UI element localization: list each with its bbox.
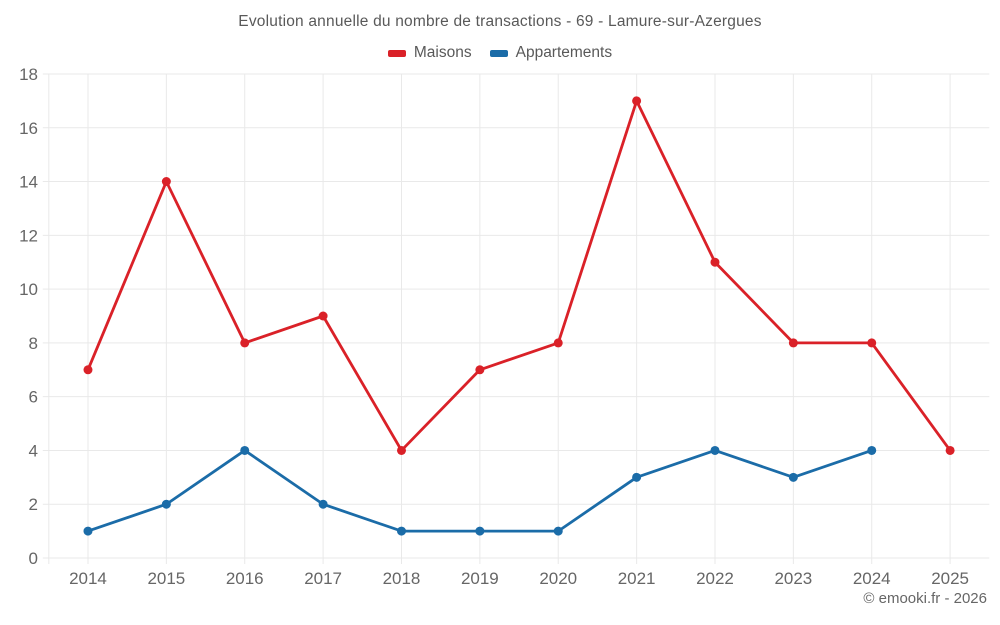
y-tick-label: 16 — [19, 119, 38, 138]
data-point-maisons[interactable] — [553, 338, 563, 348]
y-tick-label: 0 — [29, 549, 38, 568]
x-tick-label: 2014 — [69, 569, 107, 588]
data-point-appartements[interactable] — [161, 499, 171, 509]
data-point-maisons[interactable] — [945, 445, 955, 455]
legend-item-maisons[interactable]: Maisons — [387, 44, 472, 62]
legend-label-appartements: Appartements — [515, 44, 613, 61]
x-tick-label: 2023 — [774, 569, 812, 588]
x-tick-label: 2015 — [147, 569, 185, 588]
data-point-appartements[interactable] — [475, 526, 485, 536]
data-point-maisons[interactable] — [318, 311, 328, 321]
legend-swatch-appartements — [489, 49, 508, 57]
data-point-appartements[interactable] — [396, 526, 406, 536]
data-point-appartements[interactable] — [83, 526, 93, 536]
data-point-appartements[interactable] — [240, 445, 250, 455]
data-point-appartements[interactable] — [788, 472, 798, 482]
data-point-maisons[interactable] — [710, 257, 720, 267]
legend: Maisons Appartements — [0, 44, 1000, 62]
data-point-maisons[interactable] — [240, 338, 250, 348]
x-tick-label: 2021 — [618, 569, 656, 588]
data-point-appartements[interactable] — [710, 445, 720, 455]
y-tick-label: 2 — [29, 495, 38, 514]
y-tick-label: 4 — [29, 441, 38, 460]
data-point-maisons[interactable] — [396, 445, 406, 455]
data-point-maisons[interactable] — [161, 177, 171, 187]
x-tick-label: 2017 — [304, 569, 342, 588]
x-tick-label: 2018 — [383, 569, 421, 588]
data-point-maisons[interactable] — [867, 338, 877, 348]
data-point-maisons[interactable] — [475, 365, 485, 375]
series-line-maisons — [86, 99, 952, 452]
y-tick-label: 12 — [19, 226, 38, 245]
x-tick-label: 2019 — [461, 569, 499, 588]
x-tick-label: 2022 — [696, 569, 734, 588]
x-tick-label: 2020 — [539, 569, 577, 588]
data-point-maisons[interactable] — [632, 96, 642, 106]
data-point-appartements[interactable] — [632, 472, 642, 482]
y-tick-label: 6 — [29, 388, 38, 407]
legend-label-maisons: Maisons — [413, 44, 472, 61]
y-tick-label: 18 — [19, 65, 38, 84]
legend-swatch-maisons — [387, 49, 406, 57]
y-tick-label: 14 — [19, 173, 38, 192]
data-point-maisons[interactable] — [83, 365, 93, 375]
watermark-credit: © emooki.fr - 2026 — [863, 590, 987, 607]
data-point-appartements[interactable] — [553, 526, 563, 536]
legend-item-appartements[interactable]: Appartements — [489, 44, 613, 62]
y-tick-label: 10 — [19, 280, 38, 299]
chart-title: Evolution annuelle du nombre de transact… — [238, 13, 762, 30]
x-tick-label: 2024 — [853, 569, 891, 588]
y-tick-label: 8 — [29, 334, 38, 353]
x-tick-label: 2025 — [931, 569, 969, 588]
data-point-appartements[interactable] — [318, 499, 328, 509]
x-tick-label: 2016 — [226, 569, 264, 588]
data-point-appartements[interactable] — [867, 445, 877, 455]
data-point-maisons[interactable] — [788, 338, 798, 348]
